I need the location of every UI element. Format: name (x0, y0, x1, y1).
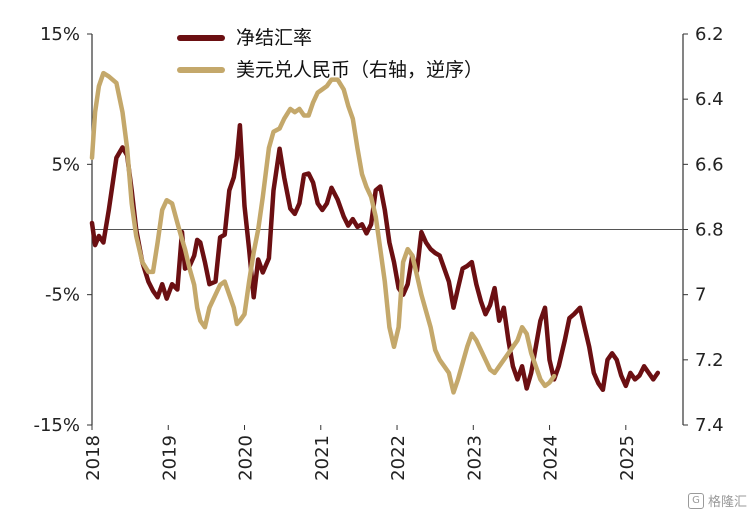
right-tick-label: 7.2 (695, 350, 724, 371)
right-tick-label: 7.4 (695, 415, 724, 436)
right-tick-label: 6.2 (695, 24, 724, 45)
watermark: G 格隆汇 (687, 491, 747, 510)
left-tick-label: -5% (45, 285, 80, 306)
x-tick-label: 2023 (464, 435, 485, 481)
series-line-2 (89, 70, 557, 395)
right-tick-label: 6.4 (695, 89, 724, 110)
watermark-text: 格隆汇 (707, 495, 747, 510)
left-tick-label: 15% (40, 24, 80, 45)
series-line-1 (89, 122, 661, 393)
left-tick-label: -15% (33, 415, 80, 436)
x-tick-label: 2021 (312, 435, 333, 481)
axes: 15% 5% -5% -15% 6.2 6.4 6.6 6.8 7 7.2 7.4 2018 2019 2… (33, 24, 723, 481)
x-tick-label: 2020 (236, 435, 257, 481)
legend-label-2: 美元兑人民币（右轴，逆序） (236, 59, 483, 81)
x-tick-label: 2024 (541, 435, 562, 481)
x-tick-label: 2019 (159, 435, 180, 481)
watermark-logo-icon: G (687, 492, 704, 509)
x-tick-label: 2022 (388, 435, 409, 481)
left-tick-label: 5% (51, 154, 80, 175)
series-layer (89, 70, 661, 395)
right-tick-label: 7 (695, 285, 706, 306)
x-tick-label: 2025 (617, 435, 638, 481)
right-tick-label: 6.8 (695, 220, 724, 241)
right-tick-label: 6.6 (695, 154, 724, 175)
x-tick-label: 2018 (83, 435, 104, 481)
legend-label-1: 净结汇率 (236, 27, 312, 49)
